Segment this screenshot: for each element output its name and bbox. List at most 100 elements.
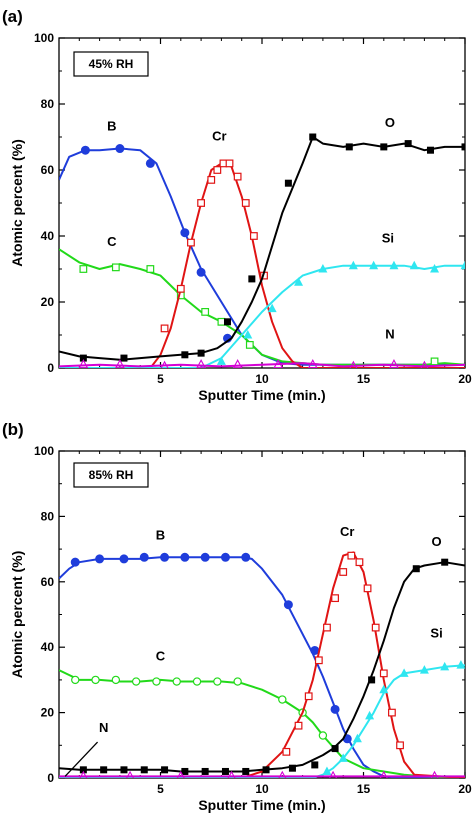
marker-cr [388,708,396,717]
marker-o [120,766,128,774]
marker-si [318,264,328,273]
marker-o [404,140,412,148]
series-line-b [59,147,465,366]
marker-c [146,265,155,273]
x-tick-label: 10 [255,372,269,386]
marker-o [242,767,250,775]
marker-n [349,360,358,368]
condition-box [73,51,149,77]
marker-cr [160,324,169,333]
marker-b [180,552,190,562]
series-label-cr: Cr [340,524,354,539]
marker-cr [379,669,388,678]
marker-cr [187,238,195,247]
series-label-b: B [107,118,116,133]
condition-label: 45% RH [89,57,134,71]
marker-o [79,354,87,362]
marker-si [430,264,440,273]
marker-o [221,767,229,775]
series-line-n [59,362,465,368]
y-axis-title: Atomic percent (%) [9,139,25,267]
marker-cr [197,199,206,207]
condition-box [73,462,149,488]
marker-o [223,318,231,326]
marker-o [461,143,465,151]
marker-cr [323,623,331,632]
series-line-cr [59,551,465,778]
series-line-o [59,136,465,361]
marker-n [160,360,169,368]
marker-cr [241,199,250,207]
marker-c [201,308,210,316]
marker-c [71,675,80,685]
marker-b [241,552,251,562]
marker-c [79,265,88,273]
series-line-c [59,669,465,778]
y-tick-label: 0 [47,361,54,375]
chart-panel-b: (b) 5 10 15 20 0 20 40 60 80 100 Sputter Time (min.… [2,420,472,813]
marker-o [441,558,449,566]
series-label-cr: Cr [212,128,226,143]
marker-cr [249,232,258,240]
marker-n [78,359,89,368]
marker-n [115,359,125,368]
marker-si [379,684,389,694]
marker-si [369,260,379,270]
marker-si [338,753,348,762]
marker-c [131,677,141,686]
marker-n [196,359,206,368]
marker-c [245,341,254,349]
series-line-o [59,561,465,773]
marker-cr [347,551,356,560]
y-tick-label: 100 [34,444,54,458]
marker-cr [371,623,380,632]
marker-cr [355,558,364,567]
series-label-b: B [156,527,165,542]
marker-c [318,731,328,740]
marker-b [115,144,125,154]
series-label-n: N [99,720,108,735]
series-group [59,551,465,778]
marker-b [196,267,206,277]
marker-o [380,143,388,151]
marker-si [419,665,429,674]
marker-n [420,360,429,368]
marker-b [180,228,190,238]
marker-c [152,677,161,686]
marker-b [330,704,340,714]
marker-o [345,143,353,151]
marker-si [409,260,419,270]
y-tick-label: 80 [41,97,55,111]
marker-si [267,303,277,313]
marker-si [243,330,253,339]
x-axis-title: Sputter Time (min.) [198,797,325,813]
y-tick-label: 20 [41,295,55,309]
marker-n [176,770,185,778]
marker-cr [396,741,404,750]
marker-o [120,354,128,362]
x-tick-label: 20 [458,372,472,386]
x-tick-label: 20 [458,782,472,796]
marker-n [329,770,337,778]
x-tick-label: 15 [357,782,371,796]
marker-c [213,677,222,686]
marker-c [172,677,181,686]
marker-n [278,770,287,778]
y-axis-title: Atomic percent (%) [9,551,25,679]
y-tick-label: 60 [41,575,55,589]
marker-si [348,260,358,270]
marker-cr [213,166,222,174]
marker-b [220,552,230,562]
marker-c [233,677,242,686]
marker-si [294,277,304,286]
marker-n [430,770,439,778]
marker-o [248,275,256,283]
marker-n [307,359,318,368]
marker-c [217,317,226,326]
marker-b [80,145,90,155]
marker-n [227,770,236,778]
marker-o [412,565,420,573]
marker-n [273,359,284,368]
x-tick-label: 10 [255,782,269,796]
panel-label: (a) [2,7,23,26]
